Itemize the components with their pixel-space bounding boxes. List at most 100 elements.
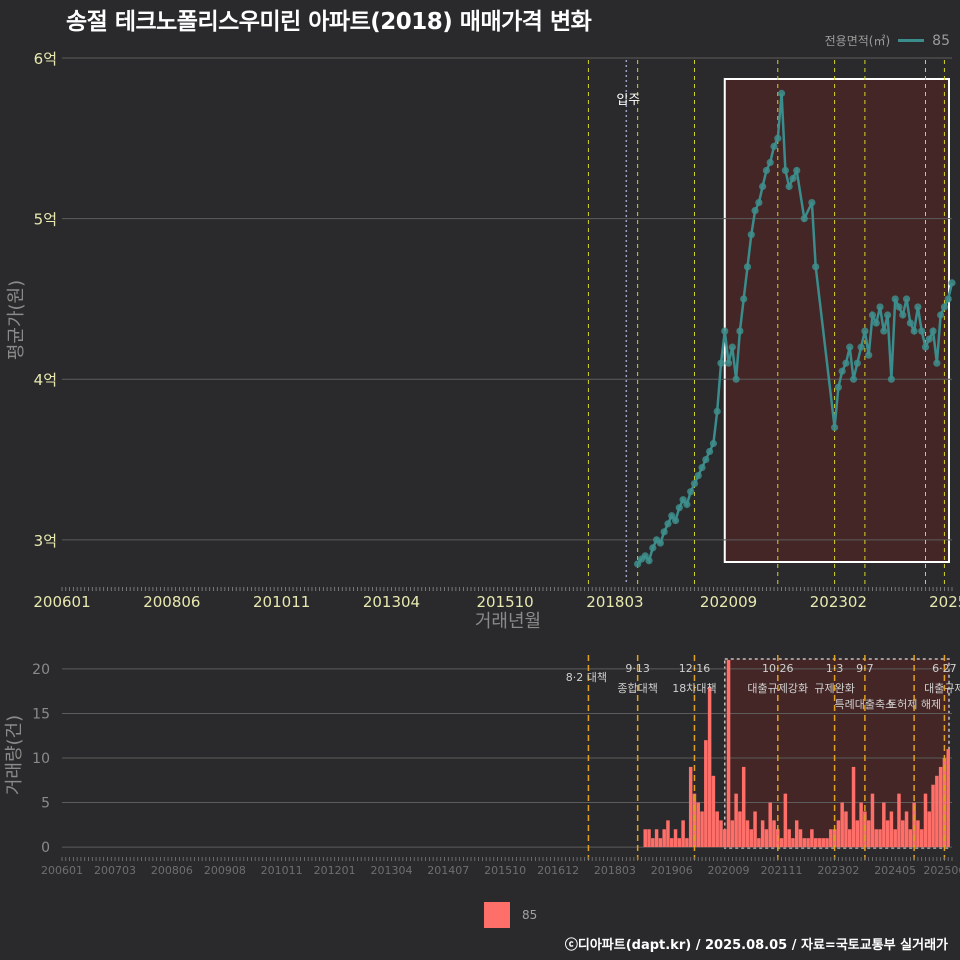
volume-bar bbox=[658, 838, 663, 848]
x-tick-label-bottom: 200601 bbox=[41, 864, 83, 877]
volume-bar bbox=[783, 793, 788, 848]
volume-bar bbox=[685, 838, 689, 848]
price-point bbox=[838, 367, 846, 375]
price-point bbox=[925, 335, 933, 343]
price-point bbox=[747, 231, 755, 239]
volume-bar bbox=[889, 811, 894, 848]
volume-bar bbox=[908, 829, 913, 848]
volume-bar bbox=[700, 811, 704, 848]
x-tick-label-bottom: 202506 bbox=[923, 864, 960, 877]
volume-bar bbox=[719, 820, 723, 848]
price-point bbox=[933, 359, 941, 367]
policy-label: 18차대책 bbox=[672, 682, 716, 695]
volume-bar bbox=[840, 802, 844, 848]
price-point bbox=[793, 166, 801, 175]
x-tick-label: 202302 bbox=[810, 593, 867, 611]
price-point bbox=[891, 295, 899, 303]
volume-bar bbox=[916, 820, 920, 848]
volume-bar bbox=[753, 811, 757, 848]
policy-label: 1·3 bbox=[826, 662, 844, 675]
volume-bar bbox=[779, 838, 784, 848]
volume-bar bbox=[810, 829, 814, 848]
y-axis-title-bottom: 거래량(건) bbox=[4, 715, 25, 795]
volume-bar bbox=[707, 686, 712, 848]
y-axis-title: 평균가(원) bbox=[6, 280, 27, 360]
x-tick-label: 202009 bbox=[700, 593, 757, 611]
price-point bbox=[872, 319, 880, 327]
y-tick-label-bottom: 10 bbox=[32, 751, 50, 767]
chart-title: 송절 테크노폴리스우미린 아파트(2018) 매매가격 변화 bbox=[66, 9, 592, 35]
x-tick-label: 200806 bbox=[143, 593, 200, 611]
volume-bar bbox=[935, 775, 939, 848]
price-point bbox=[914, 303, 922, 311]
price-point bbox=[671, 516, 680, 525]
price-point bbox=[743, 263, 752, 271]
x-tick-label: 200601 bbox=[33, 593, 90, 611]
volume-bar bbox=[688, 766, 693, 848]
y-tick-label-bottom: 0 bbox=[41, 840, 50, 856]
volume-bar bbox=[711, 775, 716, 848]
x-tick-label: 201510 bbox=[476, 593, 533, 611]
legend-bar-swatch bbox=[484, 902, 510, 928]
volume-bar bbox=[734, 793, 738, 848]
volume-bar bbox=[794, 820, 799, 848]
x-tick-label-bottom: 202009 bbox=[708, 864, 750, 877]
volume-bar bbox=[923, 793, 928, 848]
price-point bbox=[921, 343, 930, 351]
price-point bbox=[694, 472, 702, 480]
volume-bar bbox=[802, 838, 807, 848]
price-point bbox=[690, 480, 699, 488]
x-tick-label-bottom: 202302 bbox=[817, 864, 859, 877]
policy-label: 종합대책 bbox=[617, 682, 657, 695]
x-tick-label-bottom: 201407 bbox=[427, 864, 469, 877]
volume-bar bbox=[848, 829, 852, 848]
legend-line-swatch bbox=[898, 39, 925, 42]
volume-bar bbox=[745, 820, 750, 848]
volume-bar bbox=[870, 793, 875, 848]
volume-bar bbox=[757, 838, 761, 848]
price-point bbox=[683, 500, 691, 509]
y-tick-label: 4억 bbox=[34, 371, 57, 389]
price-point bbox=[865, 351, 873, 359]
price-point bbox=[698, 463, 706, 472]
volume-bar bbox=[817, 838, 822, 848]
volume-bar bbox=[651, 838, 655, 848]
volume-bar bbox=[927, 811, 932, 848]
price-point bbox=[853, 359, 861, 367]
policy-label: 9·7 bbox=[856, 662, 874, 675]
price-point bbox=[857, 343, 865, 351]
x-tick-label-bottom: 200703 bbox=[94, 864, 136, 877]
volume-bar bbox=[772, 820, 776, 848]
policy-label: 특례대출축소 bbox=[835, 698, 896, 711]
volume-bar bbox=[851, 766, 856, 848]
volume-bar bbox=[798, 829, 803, 848]
price-point bbox=[709, 439, 718, 448]
x-tick-label-bottom: 201510 bbox=[484, 864, 526, 877]
volume-bar bbox=[919, 829, 924, 848]
y-tick-label: 5억 bbox=[34, 211, 57, 229]
price-point bbox=[679, 496, 687, 504]
volume-bar bbox=[670, 838, 674, 848]
y-tick-label-bottom: 15 bbox=[32, 706, 50, 722]
price-point bbox=[634, 560, 642, 568]
price-point bbox=[766, 158, 774, 167]
policy-label: 8·2 대책 bbox=[566, 671, 607, 684]
volume-bar bbox=[946, 749, 950, 848]
price-point bbox=[706, 447, 714, 456]
volume-bar bbox=[760, 820, 765, 848]
legend-bar-label: 85 bbox=[522, 908, 538, 922]
policy-label: 9·13 bbox=[625, 662, 650, 675]
price-point bbox=[774, 134, 782, 142]
volume-bar bbox=[730, 820, 735, 848]
volume-bar bbox=[813, 838, 818, 848]
price-point bbox=[887, 375, 896, 383]
volume-bar bbox=[787, 829, 791, 848]
price-point bbox=[902, 295, 911, 303]
policy-label: 규제완화 bbox=[814, 682, 854, 695]
price-point bbox=[687, 488, 695, 496]
price-point bbox=[785, 182, 793, 191]
volume-bar bbox=[859, 802, 863, 848]
legend-title: 전용면적(㎡) bbox=[824, 34, 891, 48]
price-point bbox=[834, 383, 842, 391]
